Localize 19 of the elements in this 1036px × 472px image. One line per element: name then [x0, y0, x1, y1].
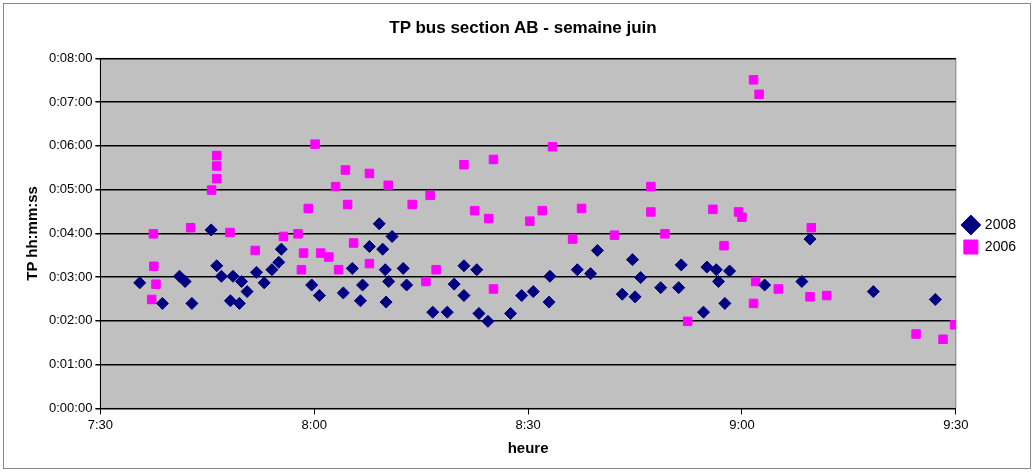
legend-label: 2008 [984, 215, 1017, 232]
y-tick-label: 0:00:00 [49, 399, 93, 415]
y-tick-label: 0:05:00 [49, 181, 93, 197]
x-tick-label: 9:30 [943, 416, 969, 432]
y-tick-label: 0:06:00 [49, 137, 93, 153]
y-tick-label: 0:01:00 [49, 356, 93, 372]
y-tick-label: 0:04:00 [49, 224, 93, 240]
y-tick-label: 0:07:00 [49, 93, 93, 109]
y-tick-label: 0:02:00 [49, 312, 93, 328]
x-tick-label: 8:00 [301, 416, 327, 432]
chart-title: TP bus section AB - semaine juin [389, 17, 657, 37]
y-tick-label: 0:08:00 [49, 49, 93, 65]
x-tick-label: 9:00 [729, 416, 755, 432]
x-axis-title: heure [507, 439, 549, 457]
legend-label: 2006 [984, 237, 1017, 254]
y-axis-title: TP hh:mm:ss [23, 186, 41, 281]
x-tick-label: 7:30 [87, 416, 114, 432]
x-tick-label: 8:30 [515, 416, 541, 432]
y-tick-label: 0:03:00 [49, 268, 93, 284]
